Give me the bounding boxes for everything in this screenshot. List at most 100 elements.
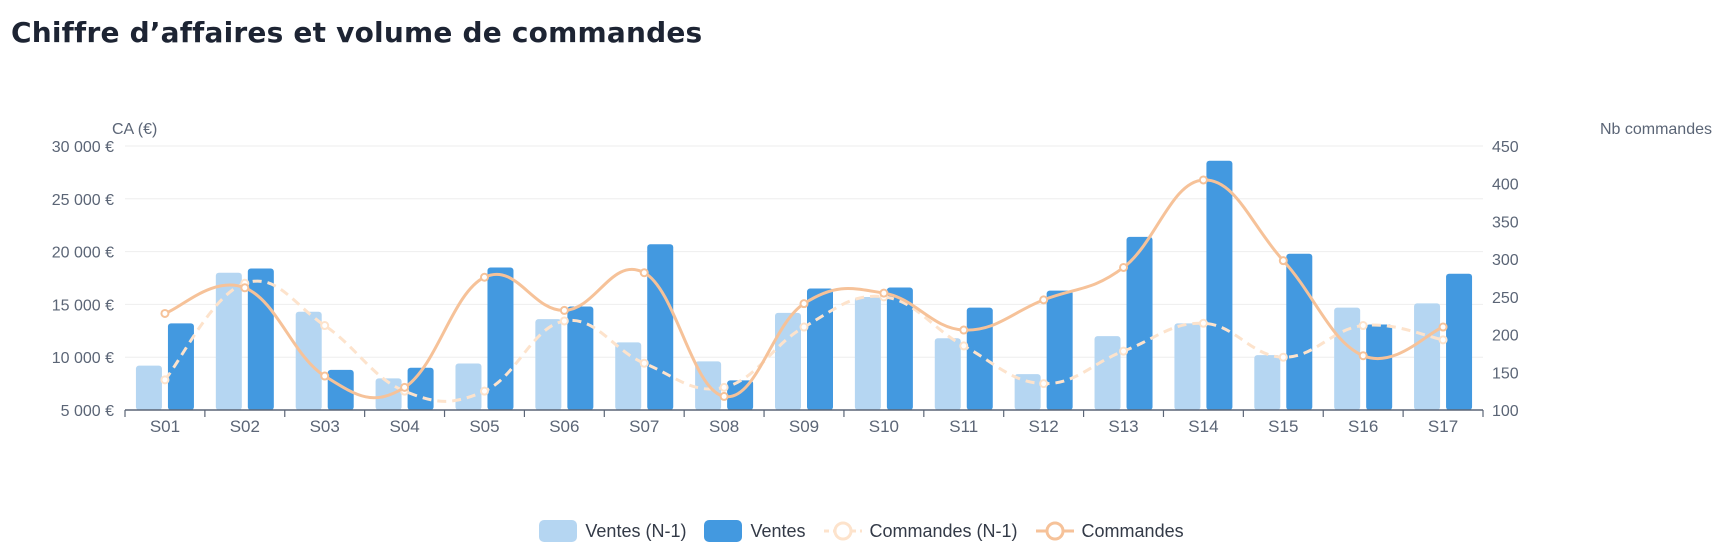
- x-tick-label: S14: [1188, 417, 1218, 436]
- point-commandes-s06[interactable]: [559, 305, 569, 315]
- bar-ventes-s12[interactable]: [1046, 290, 1073, 410]
- bar-ventes-s01[interactable]: [167, 323, 194, 410]
- point-commandes-s04[interactable]: [400, 382, 410, 392]
- bar-ventes-s03[interactable]: [327, 369, 354, 410]
- left-axis-title: CA (€): [112, 121, 157, 138]
- point-commandes-n1-s08[interactable]: [719, 382, 729, 392]
- bar-ventes-s15[interactable]: [1286, 253, 1313, 410]
- x-tick-label: S07: [629, 417, 659, 436]
- legend-item-ventes[interactable]: Ventes: [704, 520, 806, 542]
- chart-title: Chiffre d’affaires et volume de commande…: [11, 16, 703, 49]
- point-commandes-s03[interactable]: [320, 371, 330, 381]
- point-commandes-s17[interactable]: [1438, 322, 1448, 332]
- point-commandes-n1-s07[interactable]: [639, 358, 649, 368]
- point-commandes-s07[interactable]: [639, 268, 649, 278]
- bar-ventes-n1-s16[interactable]: [1334, 307, 1361, 410]
- legend: Ventes (N-1) Ventes Commandes (N-1) Comm…: [0, 520, 1723, 542]
- right-tick-label: 150: [1492, 365, 1519, 382]
- bar-ventes-n1-s07[interactable]: [615, 342, 642, 410]
- bar-ventes-s06[interactable]: [567, 306, 594, 410]
- point-commandes-n1-s13[interactable]: [1119, 346, 1129, 356]
- bar-ventes-s16[interactable]: [1366, 324, 1393, 410]
- point-commandes-s11[interactable]: [959, 325, 969, 335]
- x-tick-label: S10: [869, 417, 899, 436]
- point-commandes-s10[interactable]: [879, 288, 889, 298]
- bar-ventes-n1-s05[interactable]: [455, 363, 482, 410]
- bar-ventes-s10[interactable]: [886, 287, 913, 410]
- right-axis-title: Nb commandes: [1600, 121, 1712, 138]
- point-commandes-s02[interactable]: [240, 283, 250, 293]
- right-tick-label: 100: [1492, 403, 1519, 420]
- left-tick-label: 25 000 €: [52, 192, 114, 209]
- point-commandes-s01[interactable]: [160, 308, 170, 318]
- x-tick-label: S05: [469, 417, 499, 436]
- bar-ventes-n1-s02[interactable]: [215, 272, 242, 410]
- x-tick-label: S08: [709, 417, 739, 436]
- bar-ventes-n1-s06[interactable]: [535, 319, 562, 410]
- point-commandes-n1-s09[interactable]: [799, 322, 809, 332]
- legend-item-ventes-n1[interactable]: Ventes (N-1): [539, 520, 686, 542]
- bar-ventes-n1-s11[interactable]: [934, 338, 961, 410]
- legend-label-ventes-n1: Ventes (N-1): [585, 520, 687, 541]
- point-commandes-n1-s15[interactable]: [1278, 352, 1288, 362]
- chart-canvas: CA (€) Nb commandes 5 000 € 10 000 € 15 00…: [52, 121, 1712, 436]
- x-tick-label: S04: [389, 417, 419, 436]
- point-commandes-n1-s01[interactable]: [160, 375, 170, 385]
- point-commandes-n1-s14[interactable]: [1198, 318, 1208, 328]
- right-tick-label: 450: [1492, 139, 1519, 156]
- point-commandes-s15[interactable]: [1278, 256, 1288, 266]
- legend-label-commandes: Commandes: [1081, 520, 1184, 541]
- point-commandes-n1-s12[interactable]: [1039, 379, 1049, 389]
- left-tick-label: 20 000 €: [52, 245, 114, 262]
- point-commandes-n1-s11[interactable]: [959, 341, 969, 351]
- point-commandes-n1-s06[interactable]: [559, 316, 569, 326]
- point-commandes-s05[interactable]: [479, 272, 489, 282]
- bar-ventes-s11[interactable]: [966, 307, 993, 410]
- point-commandes-s14[interactable]: [1198, 175, 1208, 185]
- bar-ventes-n1-s10[interactable]: [854, 297, 881, 410]
- point-commandes-n1-s17[interactable]: [1438, 335, 1448, 345]
- bar-ventes-n1-s01[interactable]: [135, 365, 162, 410]
- bar-ventes-n1-s14[interactable]: [1174, 323, 1201, 410]
- right-tick-label: 350: [1492, 214, 1519, 231]
- lines: [160, 175, 1448, 403]
- point-commandes-n1-s16[interactable]: [1358, 321, 1368, 331]
- x-tick-label: S12: [1029, 417, 1059, 436]
- legend-label-commandes-n1: Commandes (N-1): [869, 520, 1018, 541]
- legend-item-commandes[interactable]: Commandes: [1035, 520, 1184, 542]
- bar-ventes-s07[interactable]: [647, 244, 674, 410]
- left-tick-label: 10 000 €: [52, 350, 114, 367]
- x-tick-label: S01: [150, 417, 180, 436]
- left-tick-label: 30 000 €: [52, 139, 114, 156]
- line-commandes[interactable]: [164, 178, 1444, 400]
- bar-ventes-n1-s09[interactable]: [775, 312, 801, 410]
- legend-label-ventes: Ventes: [750, 520, 806, 541]
- point-commandes-n1-s03[interactable]: [320, 321, 330, 331]
- right-tick-label: 200: [1492, 328, 1519, 345]
- left-tick-label: 15 000 €: [52, 297, 114, 314]
- bar-ventes-n1-s17[interactable]: [1414, 303, 1441, 410]
- x-tick-label: S06: [549, 417, 579, 436]
- bar-ventes-n1-s15[interactable]: [1254, 355, 1281, 410]
- bar-ventes-s09[interactable]: [807, 288, 833, 410]
- point-commandes-s09[interactable]: [799, 299, 809, 309]
- x-axis: S01 S02 S03 S04 S05 S06 S07 S08 S09 S10 S11 S12 S13 S…: [124, 409, 1484, 436]
- point-commandes-s12[interactable]: [1039, 295, 1049, 305]
- line-commandes-n1[interactable]: [163, 279, 1444, 403]
- legend-item-commandes-n1[interactable]: Commandes (N-1): [823, 520, 1018, 542]
- x-tick-label: S17: [1428, 417, 1458, 436]
- x-tick-label: S11: [949, 417, 978, 436]
- point-commandes-n1-s05[interactable]: [479, 386, 489, 396]
- bar-ventes-s05[interactable]: [487, 267, 514, 410]
- bar-ventes-n1-s13[interactable]: [1094, 336, 1121, 410]
- legend-swatch-commandes-n1: [823, 521, 862, 541]
- point-commandes-s08[interactable]: [719, 391, 729, 401]
- bar-ventes-s13[interactable]: [1126, 236, 1153, 410]
- bar-ventes-s17[interactable]: [1446, 273, 1473, 410]
- legend-swatch-ventes: [704, 520, 743, 542]
- legend-swatch-commandes: [1035, 521, 1074, 541]
- right-tick-label: 250: [1492, 290, 1519, 307]
- point-commandes-s16[interactable]: [1358, 351, 1368, 361]
- bar-ventes-s14[interactable]: [1206, 160, 1233, 410]
- point-commandes-s13[interactable]: [1119, 262, 1129, 272]
